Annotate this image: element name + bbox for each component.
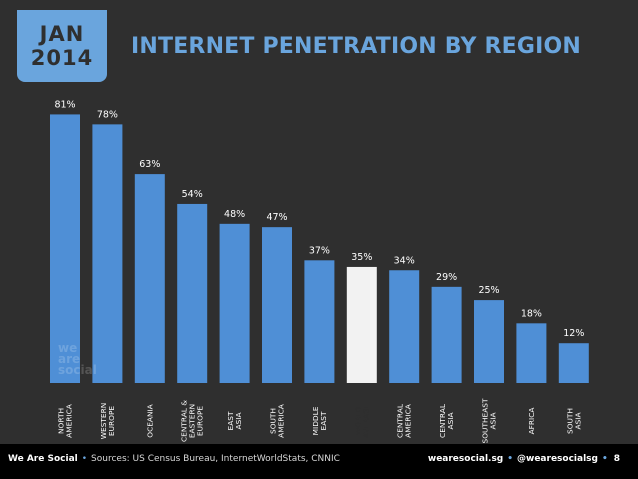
category-label-line: EASTERN xyxy=(188,404,197,438)
date-badge: JAN 2014 xyxy=(17,10,107,82)
category-label-line: EAST xyxy=(226,411,235,430)
category-label-line: MIDDLE xyxy=(311,406,320,435)
category-label: OCEANIA xyxy=(145,404,154,437)
bar-0 xyxy=(50,114,80,383)
category-label-line: WORLD xyxy=(353,407,362,435)
category-label: CENTRALAMERICA xyxy=(396,403,413,438)
bar-7 xyxy=(346,266,377,383)
value-label: 29% xyxy=(436,272,457,283)
page-number: 8 xyxy=(613,454,620,464)
category-label: WORLDAVERAGE xyxy=(353,403,370,438)
bar-chart: 81%NORTHAMERICA78%WESTERNEUROPE63%OCEANI… xyxy=(50,99,589,443)
value-label: 35% xyxy=(351,252,372,263)
category-label-line: SOUTH xyxy=(565,408,574,434)
category-label-line: AMERICA xyxy=(404,404,413,438)
bar-9 xyxy=(431,286,462,383)
category-label: SOUTHASIA xyxy=(565,408,582,434)
value-label: 54% xyxy=(182,189,203,200)
category-label: EASTASIA xyxy=(226,411,243,430)
bar-11 xyxy=(516,323,547,383)
bar-10 xyxy=(474,300,504,383)
footer-right: wearesocial.sg • @wearesocialsg • 8 xyxy=(428,454,620,464)
bar-5 xyxy=(262,227,292,383)
bar-12 xyxy=(558,343,589,383)
category-label-line: OCEANIA xyxy=(145,404,154,437)
badge-month: JAN xyxy=(39,21,85,46)
category-label-line: AVERAGE xyxy=(361,403,370,438)
watermark-word: social xyxy=(58,363,97,377)
category-label: NORTHAMERICA xyxy=(57,404,74,438)
bar-1 xyxy=(92,124,123,383)
value-label: 63% xyxy=(139,159,160,170)
footer-separator: • xyxy=(507,454,514,464)
value-label: 25% xyxy=(478,285,499,296)
category-label: AFRICA xyxy=(527,408,536,435)
category-label: SOUTHAMERICA xyxy=(269,404,286,438)
bar-2 xyxy=(134,174,165,383)
category-label: CENTRAL &EASTERNEUROPE xyxy=(180,400,205,442)
category-label: MIDDLEEAST xyxy=(311,406,328,435)
bar-6 xyxy=(304,260,335,383)
category-label-line: CENTRAL xyxy=(396,403,405,438)
category-label-line: CENTRAL & xyxy=(180,400,189,442)
value-label: 78% xyxy=(97,109,118,120)
category-label-line: EUROPE xyxy=(196,406,205,436)
category-label-line: SOUTH xyxy=(269,408,278,434)
badge-year: 2014 xyxy=(30,45,94,70)
category-label-line: ASIA xyxy=(446,413,455,430)
category-label-line: SOUTHEAST xyxy=(481,398,490,443)
category-label-line: ASIA xyxy=(489,413,498,430)
value-label: 34% xyxy=(394,255,415,266)
value-label: 37% xyxy=(309,245,330,256)
category-label-line: ASIA xyxy=(234,413,243,430)
category-label-line: WESTERN xyxy=(99,403,108,440)
category-label: SOUTHEASTASIA xyxy=(481,398,498,443)
value-label: 81% xyxy=(54,99,75,110)
footer-sources: Sources: US Census Bureau, InternetWorld… xyxy=(91,454,340,464)
category-label-line: AFRICA xyxy=(527,408,536,435)
category-label-line: EUROPE xyxy=(107,406,116,436)
value-label: 12% xyxy=(563,328,584,339)
value-label: 48% xyxy=(224,209,245,220)
watermark-word: we xyxy=(58,341,77,355)
bar-8 xyxy=(389,270,420,383)
category-label-line: EAST xyxy=(319,411,328,430)
category-label-line: AMERICA xyxy=(277,404,286,438)
footer-site: wearesocial.sg xyxy=(427,454,504,464)
category-label: WESTERNEUROPE xyxy=(99,403,116,440)
category-label-line: ASIA xyxy=(573,413,582,430)
category-label-line: NORTH xyxy=(57,408,66,434)
footer-handle: @wearesocialsg xyxy=(517,454,598,464)
value-label: 47% xyxy=(266,212,287,223)
bar-4 xyxy=(219,223,250,383)
category-label-line: AMERICA xyxy=(65,404,74,438)
category-label: CENTRALASIA xyxy=(438,403,455,438)
footer-separator: • xyxy=(601,454,608,464)
footer-separator: • xyxy=(81,454,88,464)
footer-left: We Are Social • Sources: US Census Bureau,… xyxy=(8,454,340,464)
bar-3 xyxy=(177,203,208,383)
category-label-line: CENTRAL xyxy=(438,403,447,438)
value-label: 18% xyxy=(521,308,542,319)
watermark-logo: wearesocial xyxy=(58,341,97,377)
footer-brand: We Are Social xyxy=(8,454,78,464)
chart-title: INTERNET PENETRATION BY REGION xyxy=(131,34,581,59)
footer: We Are Social • Sources: US Census Bureau,… xyxy=(0,444,638,479)
watermark-word: are xyxy=(58,352,80,366)
